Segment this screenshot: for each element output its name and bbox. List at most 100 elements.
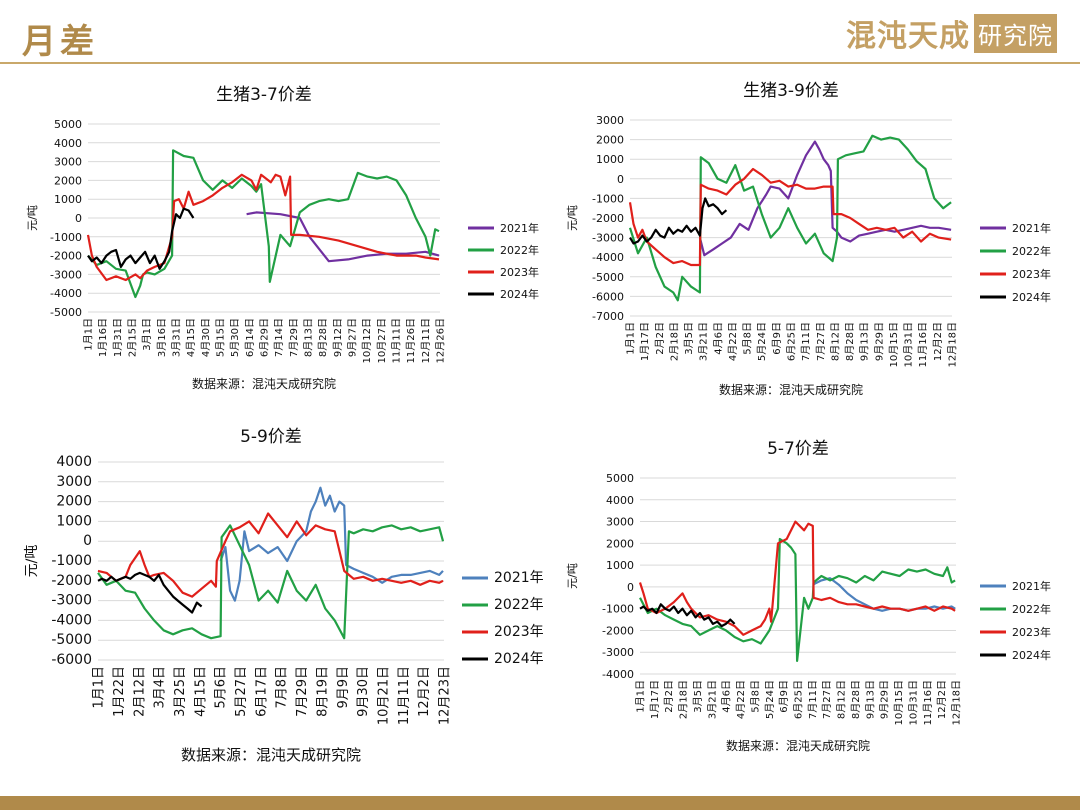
y-tick-label: 0 <box>627 581 634 594</box>
chart-5-7-spread: 5-7价差 5000 4000 3000 2000 1000 0 -1000 -2000 -300… <box>560 430 1070 770</box>
x-tick-label: 2月18日 <box>668 322 680 361</box>
y-tick-label: 5000 <box>606 472 634 485</box>
x-tick-label: 8月28日 <box>317 318 329 357</box>
x-tick-label: 12月2日 <box>932 322 944 361</box>
x-tick-label: 6月9日 <box>778 680 790 713</box>
series-line-2024年 <box>629 197 728 245</box>
x-tick-label: 10月12日 <box>361 318 373 363</box>
y-tick-label: 1000 <box>596 153 624 166</box>
x-tick-label: 6月25日 <box>786 322 798 361</box>
x-tick-label: 12月26日 <box>435 318 447 363</box>
x-tick-label: 8月28日 <box>850 680 862 719</box>
x-tick-label: 6月9日 <box>771 322 783 355</box>
x-tick-label: 12月11日 <box>420 318 432 363</box>
x-tick-label: 10月15日 <box>893 680 905 725</box>
x-tick-label: 4月6日 <box>712 322 724 355</box>
legend-label: 2021年 <box>1012 221 1051 235</box>
legend-label: 2021年 <box>494 570 544 586</box>
x-tick-label: 3月4日 <box>153 666 168 709</box>
x-tick-label: 5月27日 <box>234 666 249 717</box>
legend-label: 2022年 <box>1012 602 1051 616</box>
x-tick-label: 9月29日 <box>873 322 885 361</box>
chart-svg: 5-9价差 4000 3000 2000 1000 0 -1000 -2000 -3000 -40… <box>24 427 544 764</box>
x-tick-label: 4月22日 <box>727 322 739 361</box>
y-tick-label: 1000 <box>606 559 634 572</box>
y-tick-label: -6000 <box>592 290 624 303</box>
x-tick-label: 10月31日 <box>903 322 915 367</box>
data-source-note: 数据来源：混沌天成研究院 <box>181 746 361 764</box>
y-tick-label: -1000 <box>50 231 82 244</box>
legend-label: 2023年 <box>1012 267 1051 281</box>
x-tick-label: 5月30日 <box>229 318 241 357</box>
x-tick-label: 3月21日 <box>698 322 710 361</box>
x-tick-label: 5月15日 <box>215 318 227 357</box>
y-tick-label: -3000 <box>50 268 82 281</box>
series-line-2022年 <box>87 149 440 299</box>
x-tick-label: 10月15日 <box>888 322 900 367</box>
chart-svg: 生猪3-7价差 5000 4000 3000 2000 1000 0 -1000 -2000 -3… <box>26 85 539 391</box>
x-tick-label: 9月29日 <box>879 680 891 719</box>
chart-3-9-spread: 生猪3-9价差 3000 2000 1000 0 -1000 -2000 -3000 -4000… <box>560 72 1070 412</box>
y-tick-label: -3000 <box>51 593 92 609</box>
series-line-2023年 <box>97 512 444 598</box>
x-tick-label: 7月8日 <box>275 666 290 709</box>
series-line-2022年 <box>628 134 952 302</box>
x-tick-label: 6月14日 <box>244 318 256 357</box>
y-tick-label: -4000 <box>50 287 82 300</box>
y-tick-label: -7000 <box>592 310 624 323</box>
y-tick-label: 4000 <box>54 137 82 150</box>
y-tick-label: 2000 <box>606 537 634 550</box>
legend-label: 2024年 <box>1012 290 1051 304</box>
y-tick-label: 5000 <box>54 118 82 131</box>
y-tick-label: -3000 <box>602 646 634 659</box>
chart-3-7-spread: 生猪3-7价差 5000 4000 3000 2000 1000 0 -1000 -2000 -3… <box>20 76 550 406</box>
y-tick-label: -2000 <box>51 573 92 589</box>
x-tick-label: 1月17日 <box>649 680 661 719</box>
y-tick-label: -4000 <box>592 251 624 264</box>
x-tick-label: 2月2日 <box>654 322 666 355</box>
y-tick-label: 3000 <box>56 474 92 490</box>
x-tick-label: 11月16日 <box>922 680 934 725</box>
x-tick-label: 11月11日 <box>391 318 403 363</box>
footer-bar <box>0 796 1080 810</box>
series-line-2023年 <box>86 173 440 282</box>
legend-label: 2022年 <box>494 597 544 613</box>
logo-main-text: 混沌天成 <box>846 19 970 54</box>
y-tick-label: -1000 <box>51 553 92 569</box>
x-tick-label: 9月12日 <box>332 318 344 357</box>
y-axis-label: 元/吨 <box>24 545 40 578</box>
legend-label: 2023年 <box>1012 625 1051 639</box>
x-tick-label: 9月27日 <box>347 318 359 357</box>
y-tick-label: -5000 <box>592 271 624 284</box>
x-tick-label: 1月1日 <box>635 680 647 713</box>
x-tick-label: 8月28日 <box>844 322 856 361</box>
x-tick-label: 7月29日 <box>288 318 300 357</box>
x-tick-label: 12月18日 <box>947 322 959 367</box>
x-tick-label: 2月2日 <box>663 680 675 713</box>
y-tick-label: -6000 <box>51 652 92 668</box>
series-line-2022年 <box>639 537 956 662</box>
y-axis-label: 元/吨 <box>566 563 579 589</box>
x-tick-label: 1月16日 <box>97 318 109 357</box>
x-tick-label: 3月5日 <box>692 680 704 713</box>
y-tick-label: 4000 <box>56 454 92 470</box>
y-tick-label: 2000 <box>56 494 92 510</box>
x-tick-label: 5月6日 <box>214 666 229 709</box>
x-tick-label: 7月11日 <box>800 322 812 361</box>
y-tick-label: 2000 <box>596 134 624 147</box>
x-tick-label: 8月19日 <box>315 666 330 717</box>
series-line-2023年 <box>638 520 956 636</box>
x-tick-label: 3月1日 <box>141 318 153 351</box>
chart-title: 生猪3-9价差 <box>743 81 839 101</box>
series-line-2021年 <box>698 140 952 257</box>
y-tick-label: -2000 <box>602 624 634 637</box>
y-tick-label: -5000 <box>51 632 92 648</box>
series-line-2021年 <box>246 211 440 263</box>
y-tick-label: -2000 <box>592 212 624 225</box>
y-tick-label: 0 <box>617 173 624 186</box>
y-tick-label: 1000 <box>54 193 82 206</box>
y-tick-label: -3000 <box>592 232 624 245</box>
legend-label: 2022年 <box>500 243 539 257</box>
x-tick-label: 9月30日 <box>356 666 371 717</box>
x-tick-label: 5月24日 <box>756 322 768 361</box>
